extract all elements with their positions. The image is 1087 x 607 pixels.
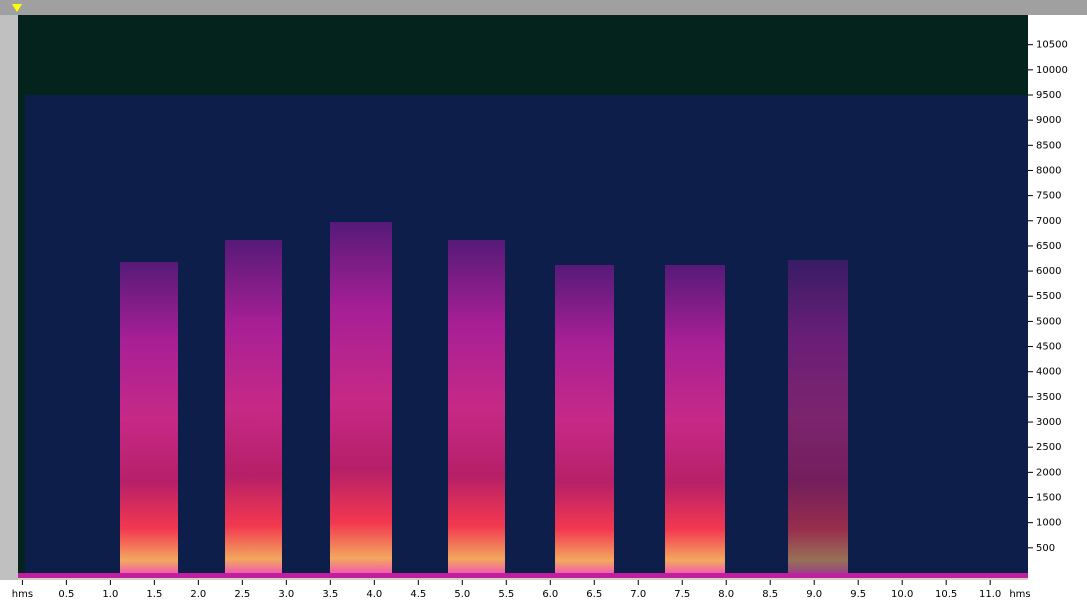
syllable [120,262,178,576]
y-tick-label: 1500 [1036,492,1061,503]
spectrogram-window: hms hms 0.5 1.0 1.5 2.0 2.5 3.0 3.5 4.0 4.5 5.0 5.5… [0,0,1087,607]
syllable [330,222,392,576]
x-tick-label: 3.0 [278,589,294,600]
y-tick-label: 8500 [1036,140,1061,151]
y-tick-label: 6500 [1036,241,1061,252]
y-tick-label: 2500 [1036,442,1061,453]
y-tick-label: 4500 [1036,342,1061,353]
title-bar [0,0,1087,15]
y-tick-label: 10000 [1036,65,1068,76]
x-tick-label: 1.0 [102,589,118,600]
x-tick-label: 2.0 [190,589,206,600]
x-unit-label: hms [1009,589,1030,600]
y-tick-label: 8000 [1036,165,1061,176]
syllable [788,260,848,576]
y-tick-label: 7000 [1036,216,1061,227]
y-tick-label: 6000 [1036,266,1061,277]
x-tick-label: 11.0 [979,589,1001,600]
y-tick-label: 500 [1036,543,1055,554]
x-tick-label: 8.5 [762,589,778,600]
x-tick-label: 4.5 [410,589,426,600]
y-tick-label: 7500 [1036,191,1061,202]
syllable [665,265,725,576]
syllable [448,240,505,576]
low-band [18,573,1028,578]
y-tick-label: 2000 [1036,467,1061,478]
y-tick-label: 9000 [1036,115,1061,126]
y-tick-label: 5000 [1036,316,1061,327]
x-tick-label: 4.0 [366,589,382,600]
x-tick-label: 6.0 [542,589,558,600]
x-tick-label: 8.0 [718,589,734,600]
syllable [225,240,282,576]
x-tick-label: 9.0 [806,589,822,600]
x-tick-label: 2.5 [234,589,250,600]
x-tick-label: 7.0 [630,589,646,600]
x-tick-label: 7.5 [674,589,690,600]
x-tick-label: 5.5 [498,589,514,600]
x-tick-label: 6.5 [586,589,602,600]
x-tick-label: hms [12,589,33,600]
x-tick-label: 9.5 [850,589,866,600]
x-tick-label: 1.5 [146,589,162,600]
y-tick-label: 5500 [1036,291,1061,302]
x-tick-label: 0.5 [58,589,74,600]
x-tick-label: 5.0 [454,589,470,600]
y-tick-label: 9500 [1036,90,1061,101]
x-tick-label: 10.5 [935,589,957,600]
left-margin [0,15,18,580]
y-tick-label: 3000 [1036,417,1061,428]
y-tick-label: 4000 [1036,367,1061,378]
x-tick-label: 10.0 [891,589,913,600]
syllable [555,265,614,576]
x-tick-label: 3.5 [322,589,338,600]
y-tick-label: 10500 [1036,40,1068,51]
y-tick-label: 1000 [1036,518,1061,529]
y-tick-label: 3500 [1036,392,1061,403]
